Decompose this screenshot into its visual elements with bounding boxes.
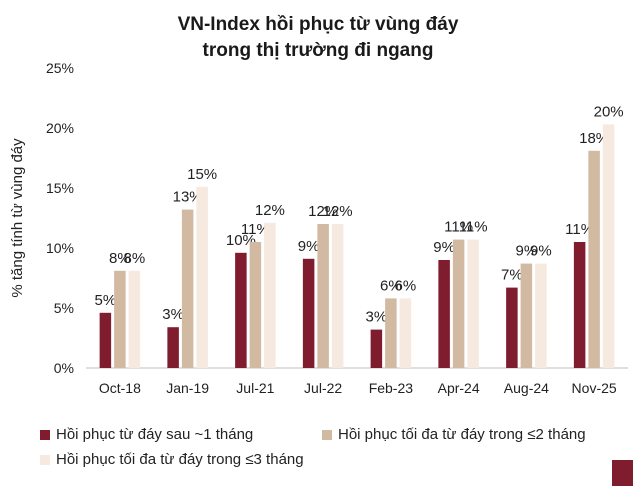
legend-label-3m: Hồi phục tối đa từ đáy trong ≤3 tháng xyxy=(56,451,304,468)
y-tick-label: 25% xyxy=(46,60,74,76)
bar xyxy=(452,239,465,368)
bar xyxy=(264,222,276,368)
bar xyxy=(302,258,315,368)
bar-data-label: 12% xyxy=(255,202,285,219)
bar xyxy=(588,150,600,368)
bar xyxy=(249,242,262,368)
chart-title-line1: VN-Index hồi phục từ vùng đáy xyxy=(178,14,459,35)
bar-data-label: 10% xyxy=(226,232,256,249)
brand-corner-block xyxy=(612,460,633,486)
bar xyxy=(506,287,518,368)
x-tick-label: Jan-19 xyxy=(166,380,209,396)
bar-data-label: 6% xyxy=(395,277,417,294)
bar-data-label: 9% xyxy=(433,239,455,256)
bar-data-label: 5% xyxy=(95,292,117,309)
bar xyxy=(438,260,450,368)
bar-data-label: 9% xyxy=(530,243,552,260)
bar xyxy=(196,186,208,368)
bar-data-label: 6% xyxy=(380,277,402,294)
bar xyxy=(520,263,533,368)
bar-data-label: 18% xyxy=(579,130,609,147)
bar xyxy=(399,298,412,368)
bar-data-label: 8% xyxy=(109,250,131,267)
x-tick-label: Jul-22 xyxy=(304,380,342,396)
bar-data-label: 3% xyxy=(162,306,184,323)
bar xyxy=(573,242,586,368)
bar xyxy=(385,298,397,368)
bar-data-label: 12% xyxy=(323,203,353,220)
bar-data-label: 3% xyxy=(366,309,388,326)
bar-data-label: 7% xyxy=(501,267,523,284)
bar xyxy=(167,327,179,368)
y-axis-ticks: 0% 5% 10% 15% 20% 25% xyxy=(46,60,74,376)
legend-label-2m: Hồi phục tối đa từ đáy trong ≤2 tháng xyxy=(338,426,586,443)
y-axis-label: % tăng tính từ vùng đáy xyxy=(9,138,26,298)
bar xyxy=(99,312,112,368)
y-tick-label: 10% xyxy=(46,240,74,256)
x-tick-label: Nov-25 xyxy=(572,380,617,396)
x-tick-label: Feb-23 xyxy=(369,380,414,396)
y-tick-label: 15% xyxy=(46,180,74,196)
legend-item-2m: Hồi phục tối đa từ đáy trong ≤2 tháng xyxy=(322,426,586,443)
legend-swatch-1m xyxy=(40,429,50,440)
bar-data-label: 13% xyxy=(173,189,203,206)
bar xyxy=(370,329,383,368)
bar-data-label: 11% xyxy=(565,221,594,238)
bar-data-label: 8% xyxy=(124,250,146,267)
chart-title-line2: trong thị trường đi ngang xyxy=(203,40,434,61)
legend-label-1m: Hồi phục từ đáy sau ~1 tháng xyxy=(56,426,254,443)
bars-group: 5%8%8%3%13%15%10%11%12%9%12%12%3%6%6%9%1… xyxy=(95,103,624,369)
x-tick-label: Jul-21 xyxy=(236,380,274,396)
bar xyxy=(467,239,479,368)
legend-item-3m: Hồi phục tối đa từ đáy trong ≤3 tháng xyxy=(40,451,304,468)
bar xyxy=(181,209,194,368)
bar-data-label: 15% xyxy=(187,166,217,183)
x-tick-label: Aug-24 xyxy=(504,380,549,396)
bar-data-label: 9% xyxy=(298,238,320,255)
x-tick-label: Oct-18 xyxy=(99,380,141,396)
y-tick-label: 5% xyxy=(54,300,74,316)
bar xyxy=(235,252,247,368)
bar-data-label: 12% xyxy=(308,203,338,220)
y-tick-label: 0% xyxy=(54,360,74,376)
bar xyxy=(114,270,126,368)
bar xyxy=(128,270,141,368)
bar xyxy=(535,263,547,368)
bar-data-label: 11% xyxy=(241,221,270,238)
legend-item-1m: Hồi phục từ đáy sau ~1 tháng xyxy=(40,426,253,443)
x-tick-label: Apr-24 xyxy=(438,380,480,396)
bar-data-label: 20% xyxy=(594,103,624,120)
legend-swatch-2m xyxy=(322,429,332,440)
bar-data-label: 11% xyxy=(444,219,473,236)
bar-data-label: 11% xyxy=(459,219,488,236)
legend-swatch-3m xyxy=(40,454,50,465)
bar xyxy=(602,124,615,369)
bar xyxy=(317,224,329,368)
bar-data-label: 9% xyxy=(516,243,538,260)
bar xyxy=(331,224,344,368)
x-axis-ticks: Oct-18 Jan-19 Jul-21 Jul-22 Feb-23 Apr-24 Aug-… xyxy=(99,380,617,396)
y-tick-label: 20% xyxy=(46,120,74,136)
